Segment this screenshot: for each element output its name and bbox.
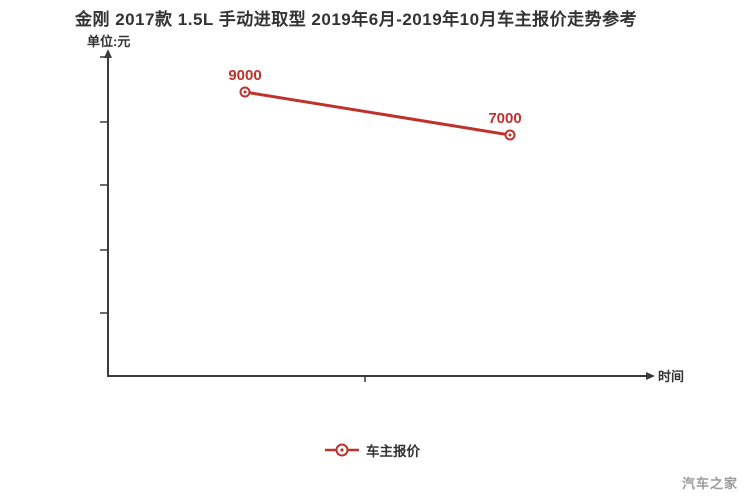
legend: 车主报价 <box>0 440 744 460</box>
x-axis-arrow-icon <box>646 372 655 380</box>
price-line <box>244 90 511 137</box>
legend-label: 车主报价 <box>366 444 420 459</box>
watermark-autohome: 汽车之家 <box>681 476 738 491</box>
x-axis-label: 时间 <box>658 369 685 384</box>
data-point-label: 9000 <box>228 67 261 84</box>
data-point-label: 7000 <box>488 110 521 127</box>
y-axis-arrow-icon <box>104 49 112 58</box>
y-axis-ticks <box>100 56 107 314</box>
data-point-center-dot <box>508 133 512 137</box>
series-layer: 9000 7000 <box>228 67 522 141</box>
chart-title: 金刚 2017款 1.5L 手动进取型 2019年6月-2019年10月车主报价… <box>75 10 638 29</box>
plot-area: 9000 7000 <box>100 49 655 382</box>
data-point-center-dot <box>243 90 247 94</box>
y-axis-unit-label: 单位:元 <box>87 34 131 49</box>
legend-marker-icon <box>325 443 359 457</box>
